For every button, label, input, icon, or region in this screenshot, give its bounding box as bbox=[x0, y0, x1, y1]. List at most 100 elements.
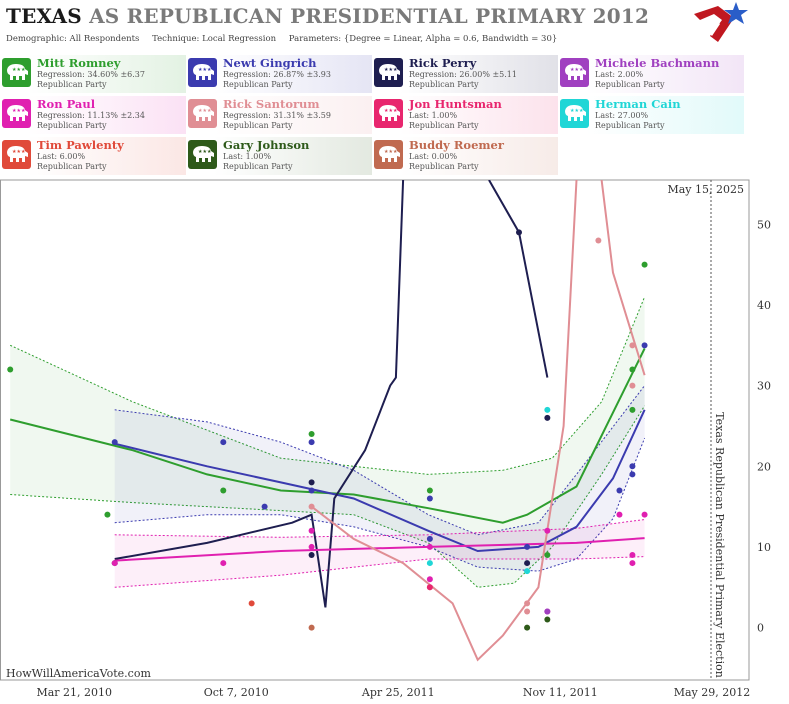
data-point bbox=[524, 543, 531, 550]
data-point bbox=[426, 535, 433, 542]
legend-line1: Last: 0.00% bbox=[409, 152, 458, 161]
demographic-label: Demographic: All Respondents bbox=[6, 34, 140, 44]
title-rest: AS REPUBLICAN PRESIDENTIAL PRIMARY 2012 bbox=[89, 4, 650, 28]
data-point bbox=[220, 487, 227, 494]
svg-text:★★★: ★★★ bbox=[384, 149, 398, 155]
legend-line1: Last: 27.00% bbox=[595, 111, 649, 120]
date-label: May 15, 2025 bbox=[667, 183, 744, 196]
legend-line1: Regression: 26.00% ±5.11 bbox=[409, 70, 517, 79]
legend-line2: Republican Party bbox=[409, 162, 479, 171]
legend-line1: Regression: 34.60% ±6.37 bbox=[37, 70, 145, 79]
data-point bbox=[308, 439, 315, 446]
data-point bbox=[111, 560, 118, 567]
data-point bbox=[308, 487, 315, 494]
legend-line1: Regression: 31.31% ±3.59 bbox=[223, 111, 331, 120]
data-point bbox=[629, 406, 636, 413]
elephant-icon: ★★★ bbox=[560, 99, 589, 128]
elephant-icon: ★★★ bbox=[2, 140, 31, 169]
legend-name: Ron Paul bbox=[37, 97, 96, 111]
data-point bbox=[426, 543, 433, 550]
elephant-icon: ★★★ bbox=[188, 99, 217, 128]
legend-name: Tim Pawlenty bbox=[37, 138, 124, 152]
data-point bbox=[308, 543, 315, 550]
svg-text:★★★: ★★★ bbox=[12, 108, 26, 114]
legend-line1: Last: 6.00% bbox=[37, 152, 86, 161]
data-point bbox=[544, 552, 551, 558]
legend-name: Rick Santorum bbox=[223, 97, 320, 111]
data-point bbox=[426, 584, 433, 591]
data-point bbox=[308, 431, 315, 438]
legend-name: Newt Gingrich bbox=[223, 56, 317, 70]
legend-item: ★★★ Tim Pawlenty Last: 6.00% Republican Par… bbox=[0, 137, 186, 175]
svg-text:★★★: ★★★ bbox=[384, 67, 398, 73]
data-point bbox=[220, 560, 227, 567]
trend-line bbox=[114, 409, 646, 553]
legend-item: ★★★ Herman Cain Last: 27.00% Republican Par… bbox=[558, 96, 744, 134]
x-tick-label: Oct 7, 2010 bbox=[204, 686, 269, 699]
data-point bbox=[248, 600, 255, 607]
elephant-icon: ★★★ bbox=[2, 99, 31, 128]
legend-item: ★★★ Jon Huntsman Last: 1.00% Republican Par… bbox=[372, 96, 558, 134]
x-tick-label: May 29, 2012 bbox=[674, 686, 751, 699]
legend-name: Jon Huntsman bbox=[409, 97, 502, 111]
star-stripes-logo bbox=[694, 2, 748, 42]
elephant-icon: ★★★ bbox=[374, 58, 403, 87]
legend-item: ★★★ Michele Bachmann Last: 2.00% Republican… bbox=[558, 55, 744, 93]
data-point bbox=[629, 342, 636, 349]
legend-name: Mitt Romney bbox=[37, 56, 121, 70]
elephant-icon: ★★★ bbox=[560, 58, 589, 87]
trend-line bbox=[114, 180, 405, 608]
lower-bound-line bbox=[114, 556, 645, 588]
legend-line1: Last: 2.00% bbox=[595, 70, 644, 79]
elephant-icon: ★★★ bbox=[374, 99, 403, 128]
legend-name: Buddy Roemer bbox=[409, 138, 504, 152]
legend-line2: Republican Party bbox=[595, 121, 665, 130]
chart-title: TEXAS AS REPUBLICAN PRESIDENTIAL PRIMARY… bbox=[6, 4, 649, 28]
data-point bbox=[220, 439, 227, 446]
data-point bbox=[616, 487, 623, 494]
legend-item: ★★★ Ron Paul Regression: 11.13% ±2.34 Repub… bbox=[0, 96, 186, 134]
upper-bound-line bbox=[9, 296, 646, 475]
svg-text:★★★: ★★★ bbox=[198, 67, 212, 73]
data-point bbox=[629, 382, 636, 389]
legend-item: ★★★ Rick Santorum Regression: 31.31% ±3.59… bbox=[186, 96, 372, 134]
parameters-label: Parameters: {Degree = Linear, Alpha = 0.… bbox=[288, 34, 558, 44]
data-point bbox=[641, 342, 648, 349]
data-point bbox=[524, 624, 531, 631]
confidence-band bbox=[10, 296, 645, 588]
data-point bbox=[308, 552, 315, 558]
lower-bound-line bbox=[10, 405, 646, 588]
svg-text:★★★: ★★★ bbox=[570, 67, 584, 73]
x-tick-label: Nov 11, 2011 bbox=[523, 686, 598, 699]
data-point bbox=[308, 503, 315, 510]
trend-line bbox=[310, 180, 578, 662]
y-tick-label: 50 bbox=[757, 218, 771, 231]
legend-name: Gary Johnson bbox=[223, 138, 310, 152]
legend-line2: Republican Party bbox=[223, 80, 293, 89]
y-tick-label: 40 bbox=[757, 299, 771, 312]
legend-line1: Last: 1.00% bbox=[223, 152, 272, 161]
y-tick-label: 0 bbox=[757, 622, 764, 635]
svg-text:★★★: ★★★ bbox=[570, 108, 584, 114]
data-point bbox=[426, 560, 433, 567]
legend-line2: Republican Party bbox=[37, 80, 107, 89]
plot-area bbox=[0, 179, 750, 681]
legend-line2: Republican Party bbox=[223, 162, 293, 171]
legend-item: ★★★ Gary Johnson Last: 1.00% Republican Par… bbox=[186, 137, 372, 175]
legend-line2: Republican Party bbox=[409, 80, 479, 89]
legend-name: Herman Cain bbox=[595, 97, 681, 111]
data-point bbox=[524, 568, 531, 575]
data-point bbox=[544, 414, 551, 421]
legend-line1: Last: 1.00% bbox=[409, 111, 458, 120]
legend-name: Rick Perry bbox=[409, 56, 477, 70]
data-point bbox=[629, 463, 636, 470]
data-point bbox=[629, 471, 636, 478]
legend-line2: Republican Party bbox=[409, 121, 479, 130]
data-point bbox=[629, 366, 636, 373]
upper-bound-line bbox=[114, 519, 645, 538]
legend-line2: Republican Party bbox=[37, 121, 107, 130]
legend-line2: Republican Party bbox=[37, 162, 107, 171]
data-point bbox=[308, 624, 315, 631]
data-point bbox=[111, 439, 118, 446]
